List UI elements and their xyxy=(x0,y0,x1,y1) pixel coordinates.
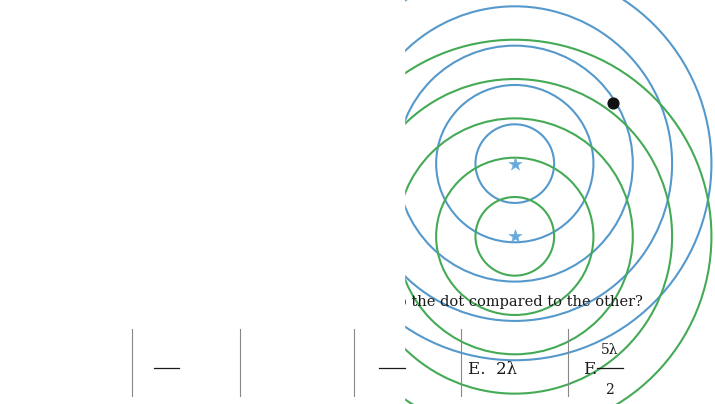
Text: A.  0: A. 0 xyxy=(29,361,67,378)
Text: B.: B. xyxy=(139,361,157,378)
Text: 5λ: 5λ xyxy=(601,343,618,357)
Text: E.  2λ: E. 2λ xyxy=(468,361,518,378)
Text: C.  λ: C. λ xyxy=(254,361,292,378)
Text: What is the extra distance Δs traveled by one wave to the dot compared to the ot: What is the extra distance Δs traveled b… xyxy=(7,295,643,309)
Text: 2: 2 xyxy=(606,383,614,397)
Text: λ: λ xyxy=(162,343,171,357)
Text: Two rocks are simultaneously dropped into: Two rocks are simultaneously dropped int… xyxy=(7,28,356,42)
Text: 3λ: 3λ xyxy=(383,343,400,357)
Point xyxy=(509,160,521,167)
Point xyxy=(607,100,618,106)
Text: D.: D. xyxy=(365,361,383,378)
Text: 2: 2 xyxy=(162,383,171,397)
Point xyxy=(509,233,521,240)
Text: 2: 2 xyxy=(388,383,396,397)
Bar xyxy=(0,0,404,404)
Text: F.: F. xyxy=(583,361,597,378)
Text: the ripples interfere.: the ripples interfere. xyxy=(7,81,162,95)
Text: a pond, creating the ripples shown. As they overlap,: a pond, creating the ripples shown. As t… xyxy=(7,55,395,69)
